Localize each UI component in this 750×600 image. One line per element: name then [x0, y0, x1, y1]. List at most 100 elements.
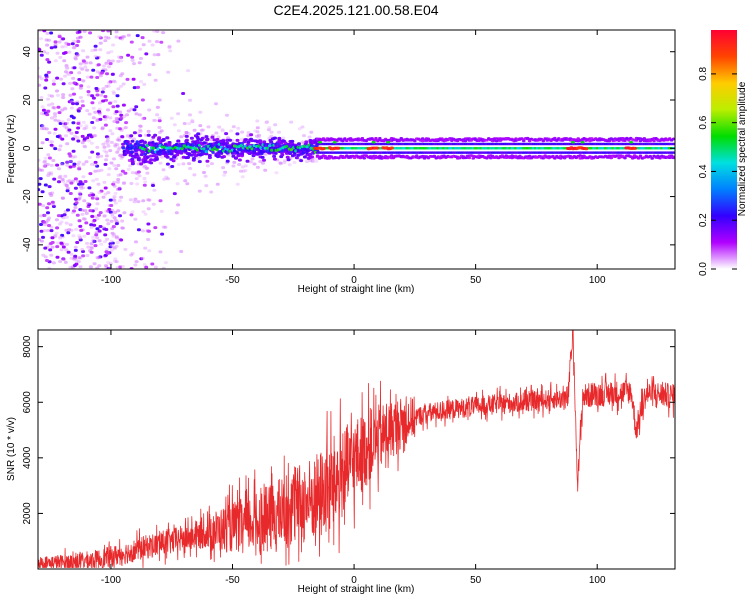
spectrogram-cell [250, 157, 255, 161]
spectrogram-cell [584, 147, 589, 151]
spectrogram-cell [204, 184, 209, 188]
spectrogram-cell [310, 159, 315, 163]
spectrogram-cell [126, 109, 131, 113]
spectrogram-cell [65, 160, 70, 164]
spectrogram-cell [255, 126, 260, 130]
spectrogram-cell [105, 142, 110, 146]
spectrogram-cell [93, 244, 98, 248]
spectrogram-cell [121, 82, 126, 86]
spectrogram-cell [106, 222, 111, 226]
x-tick-label: -100 [101, 275, 121, 286]
spectrogram-cell [176, 39, 181, 43]
spectrogram-cell [147, 39, 152, 43]
spectrogram-cell [65, 186, 70, 190]
spectrogram-cell [192, 128, 197, 132]
spectrogram-cell [48, 192, 53, 195]
spectrogram-cell [113, 144, 118, 148]
spectrogram-cell [188, 167, 193, 170]
spectrogram-cell [44, 78, 49, 82]
spectrogram-cell [274, 151, 278, 155]
spectrogram-cell [62, 51, 66, 55]
spectrogram-cell [66, 42, 71, 46]
spectrogram-cell [77, 234, 82, 238]
spectrogram-cell [170, 165, 175, 168]
spectrogram-cell [43, 246, 48, 250]
spectrogram-cell [67, 128, 72, 132]
x-tick-label: 50 [470, 275, 482, 286]
spectrogram-cell [59, 77, 64, 81]
spectrogram-cell [89, 250, 94, 254]
spectrogram-cell [58, 235, 63, 239]
spectrogram-cell [130, 150, 134, 154]
spectrogram-cell [149, 161, 154, 165]
spectrogram-cell [94, 87, 99, 90]
spectrogram-cell [38, 66, 41, 70]
spectrogram-cell [176, 129, 181, 133]
spectrogram-cell [100, 71, 105, 75]
spectrogram-cell [89, 75, 94, 79]
spectrogram-cell [629, 141, 634, 144]
spectrogram-cell [132, 131, 137, 135]
spectrogram-cell [46, 229, 51, 232]
spectrogram-cell [38, 238, 41, 241]
spectrogram-cell [55, 89, 59, 93]
spectrogram-cell [87, 203, 92, 207]
spectrogram-cell [370, 137, 374, 140]
spectrogram-cell [71, 137, 76, 141]
spectrogram-cell [38, 202, 42, 206]
spectrogram-cell [153, 78, 158, 82]
spectrogram-cell [50, 191, 55, 195]
spectrogram-cell [115, 143, 120, 147]
spectrogram-cell [91, 179, 96, 183]
spectrogram-cell [111, 225, 116, 229]
spectrogram-cell [90, 49, 95, 53]
spectrogram-cell [142, 116, 147, 120]
spectrogram-cell [294, 156, 299, 160]
spectrogram-cell [215, 138, 220, 141]
spectrogram-cell [240, 130, 245, 134]
spectrogram-cell [130, 252, 135, 255]
spectrogram-cell [95, 266, 100, 269]
spectrogram-cell [239, 144, 243, 147]
spectrogram-cell [64, 70, 68, 74]
spectrogram-cell [117, 127, 122, 131]
spectrogram-cell [300, 125, 305, 129]
spectrogram-cell [80, 104, 85, 108]
spectrogram-cell [108, 198, 113, 202]
spectrogram-cell [115, 266, 120, 269]
spectrogram-cell [125, 140, 130, 144]
spectrogram-cell [77, 71, 82, 75]
spectrogram-cell [134, 112, 139, 116]
spectrogram-cell [99, 41, 104, 45]
spectrogram-cell [87, 139, 91, 143]
spectrogram-cell [72, 258, 77, 262]
spectrogram-cell [147, 108, 152, 112]
spectrogram-cell [112, 120, 117, 123]
spectrogram-cell [87, 112, 92, 116]
spectrogram-cell [55, 76, 60, 80]
spectrogram-cell [118, 110, 123, 114]
spectrogram-cell [130, 157, 135, 161]
spectrogram-cell [82, 144, 87, 148]
spectrogram-cell [39, 223, 43, 226]
spectrogram-cell [137, 113, 142, 117]
spectrogram-cell [78, 96, 83, 99]
spectrogram-cell [74, 201, 79, 205]
spectrogram-cell [49, 171, 53, 175]
spectrogram-cell [223, 170, 228, 174]
spectrogram-cell [101, 87, 106, 91]
spectrogram-cell [39, 214, 43, 218]
spectrogram-cell [97, 239, 102, 243]
spectrogram-cell [81, 186, 86, 190]
spectrogram-cell [197, 189, 202, 193]
spectrogram-cell [65, 189, 70, 193]
spectrogram-cell [58, 55, 63, 59]
spectrogram-cell [78, 180, 83, 184]
spectrogram-cell [167, 142, 172, 146]
spectrogram-cell [152, 146, 156, 150]
spectrogram-cell [57, 167, 61, 171]
y-tick-label: 0 [22, 145, 33, 151]
spectrogram-cell [570, 141, 575, 144]
spectrogram-cell [362, 157, 366, 160]
x-tick-label: 100 [589, 275, 606, 286]
